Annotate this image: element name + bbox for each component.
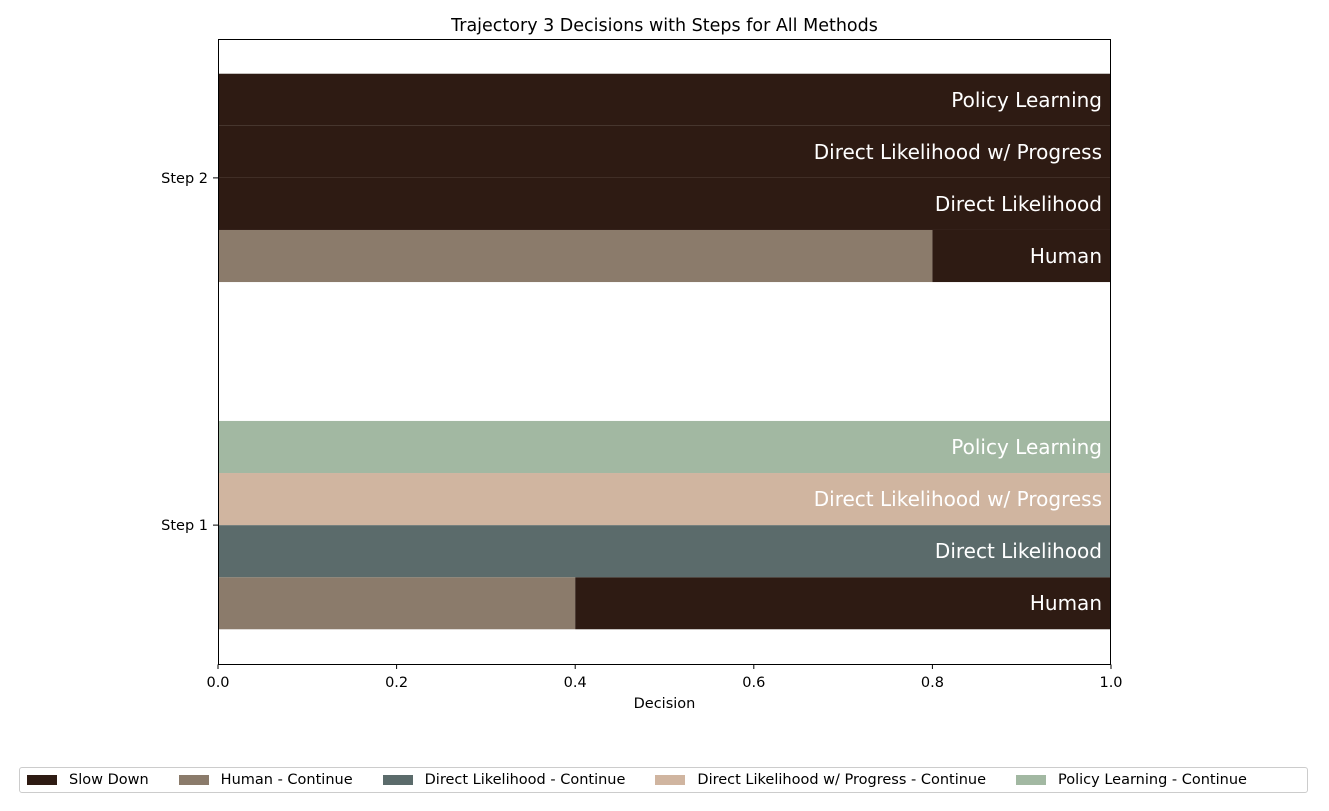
x-tick-label: 0.8	[921, 675, 944, 691]
bar-step-1-policy-learning-continue	[218, 420, 1111, 474]
legend-swatch	[655, 775, 686, 785]
y-tick-label-step-1: Step 1	[161, 518, 208, 534]
legend: Slow Down Human - Continue Direct Likeliho…	[19, 767, 1308, 793]
bar-label-step-2-policy-learning: Policy Learning	[951, 88, 1102, 112]
bar-label-step-2-direct-likelihood-w-progress: Direct Likelihood w/ Progress	[814, 140, 1102, 164]
bar-label-step-1-human: Human	[1030, 591, 1102, 615]
bar-label-step-1-policy-learning: Policy Learning	[951, 435, 1102, 459]
bar-step-1-human-continue	[218, 577, 576, 630]
bar-step-2-human-slow-down	[932, 229, 1111, 283]
legend-item-policy-learning-continue: Policy Learning - Continue	[1016, 772, 1247, 788]
legend-label: Policy Learning - Continue	[1058, 772, 1247, 788]
bar-step-2-policy-learning-slow-down	[218, 73, 1111, 126]
legend-item-human-continue: Human - Continue	[178, 772, 353, 788]
x-tick-label: 0.2	[385, 675, 408, 691]
bar-step-1-direct-likelihood-w-progress-continue	[218, 473, 1111, 526]
chart-title: Trajectory 3 Decisions with Steps for Al…	[450, 16, 878, 36]
legend-swatch	[382, 775, 413, 785]
bars-layer	[218, 73, 1111, 630]
x-tick-label: 0.4	[564, 675, 587, 691]
x-axis: 0.0 0.2 0.4 0.6 0.8 1.0	[206, 664, 1123, 691]
x-tick-label: 0.6	[742, 675, 765, 691]
legend-label: Human - Continue	[220, 772, 353, 788]
bar-label-step-1-direct-likelihood: Direct Likelihood	[935, 539, 1102, 563]
bar-step-1-human-slow-down	[575, 577, 1111, 630]
legend-item-slow-down: Slow Down	[27, 772, 149, 788]
bar-label-step-2-direct-likelihood: Direct Likelihood	[935, 192, 1102, 216]
bar-labels-layer: Human Direct Likelihood Direct Likelihood …	[814, 88, 1102, 615]
legend-label: Slow Down	[69, 772, 149, 788]
legend-item-direct-likelihood-continue: Direct Likelihood - Continue	[382, 772, 626, 788]
bar-label-step-2-human: Human	[1030, 244, 1102, 268]
legend-swatch	[1016, 775, 1047, 785]
legend-item-direct-likelihood-w-progress-continue: Direct Likelihood w/ Progress - Continue	[655, 772, 986, 788]
bar-step-2-direct-likelihood-slow-down	[218, 177, 1111, 230]
x-tick-label: 1.0	[1099, 675, 1122, 691]
legend-swatch	[178, 775, 209, 785]
y-axis: Step 1 Step 2	[161, 171, 219, 534]
legend-swatch	[27, 775, 57, 785]
bar-label-step-1-direct-likelihood-w-progress: Direct Likelihood w/ Progress	[814, 487, 1102, 511]
bar-step-1-direct-likelihood-continue	[218, 525, 1111, 578]
x-axis-label: Decision	[634, 696, 696, 712]
plot-frame	[218, 39, 1111, 665]
legend-label: Direct Likelihood - Continue	[424, 772, 626, 788]
bar-step-2-human-continue	[218, 229, 933, 283]
bar-step-2-direct-likelihood-w-progress-slow-down	[218, 125, 1111, 178]
x-tick-label: 0.0	[206, 675, 229, 691]
legend-label: Direct Likelihood w/ Progress - Continue	[697, 772, 987, 788]
y-tick-label-step-2: Step 2	[161, 171, 208, 187]
